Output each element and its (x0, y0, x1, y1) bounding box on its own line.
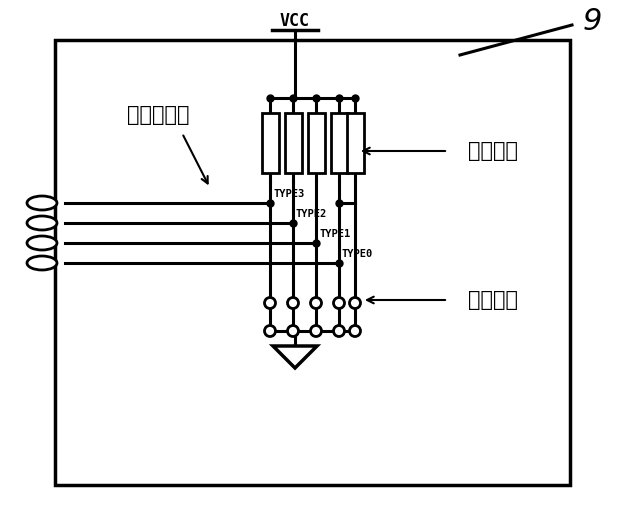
Text: VCC: VCC (280, 12, 310, 30)
Circle shape (265, 298, 276, 308)
Bar (308, 113, 325, 173)
Bar (262, 113, 279, 173)
Circle shape (288, 326, 298, 337)
Bar (347, 113, 364, 173)
Text: 9: 9 (582, 7, 602, 35)
Circle shape (265, 326, 276, 337)
Ellipse shape (27, 196, 57, 210)
Ellipse shape (27, 236, 57, 250)
Ellipse shape (27, 216, 57, 230)
Text: TYPE0: TYPE0 (342, 249, 373, 259)
Bar (285, 113, 302, 173)
Polygon shape (273, 346, 317, 368)
Circle shape (333, 326, 344, 337)
Text: 上拉电阵: 上拉电阵 (468, 141, 518, 161)
Circle shape (311, 326, 321, 337)
Ellipse shape (27, 256, 57, 270)
Circle shape (288, 298, 298, 308)
Text: 标识信号线: 标识信号线 (127, 105, 189, 125)
Circle shape (333, 298, 344, 308)
Text: 配线端子: 配线端子 (468, 290, 518, 310)
Bar (331, 113, 348, 173)
Bar (55, 40, 570, 485)
Text: TYPE2: TYPE2 (296, 209, 327, 219)
Circle shape (311, 298, 321, 308)
Text: TYPE1: TYPE1 (319, 229, 350, 239)
Text: TYPE3: TYPE3 (273, 189, 305, 199)
Circle shape (349, 298, 361, 308)
Circle shape (349, 326, 361, 337)
